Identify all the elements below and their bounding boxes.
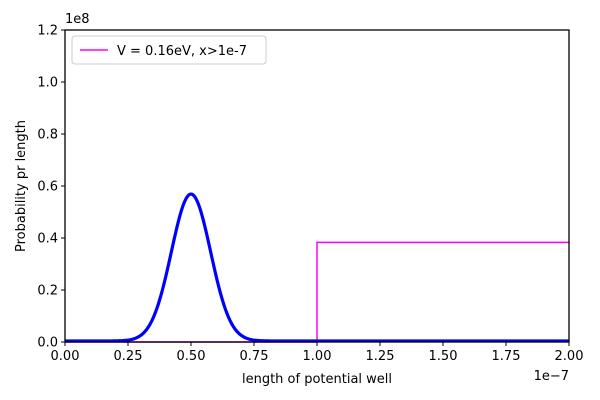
y-tick-label: 1.0 xyxy=(37,76,58,91)
legend-box xyxy=(71,35,267,65)
x-tick-label: 0.00 xyxy=(51,349,80,364)
x-tick-label: 2.00 xyxy=(555,349,584,364)
x-tick-label: 1.00 xyxy=(303,349,332,364)
x-tick-label: 1.50 xyxy=(429,349,458,364)
y-offset-label: 1e8 xyxy=(65,12,90,27)
y-tick-label: 0.6 xyxy=(37,180,58,195)
x-tick-label: 1.75 xyxy=(492,349,521,364)
x-tick-label: 0.75 xyxy=(240,349,269,364)
y-tick-label: 0.0 xyxy=(37,336,58,351)
x-offset-label: 1e−7 xyxy=(534,369,569,384)
y-tick-label: 0.4 xyxy=(37,232,58,247)
y-tick-label: 0.2 xyxy=(37,284,58,299)
x-tick-label: 0.50 xyxy=(177,349,206,364)
y-tick-label: 0.8 xyxy=(37,128,58,143)
x-tick-label: 0.25 xyxy=(114,349,143,364)
y-tick-label: 1.2 xyxy=(37,24,58,39)
series-line-blue xyxy=(64,192,570,343)
ticks: 0.00 0.25 0.50 0.75 1.00 1.25 1.50 1.75 2.00 0.0 0… xyxy=(37,24,583,365)
x-tick-label: 1.25 xyxy=(366,349,395,364)
x-axis-label: length of potential well xyxy=(242,372,392,387)
legend: V = 0.16eV, x>1e-7 xyxy=(71,35,267,65)
legend-entry-label: V = 0.16eV, x>1e-7 xyxy=(117,44,247,59)
y-axis-label: Probability pr length xyxy=(14,120,29,252)
